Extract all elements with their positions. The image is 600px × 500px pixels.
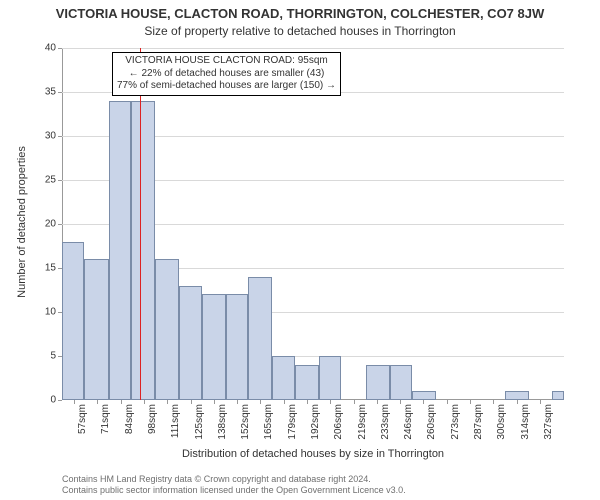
xtick-mark: [237, 400, 238, 404]
gridline: [62, 48, 564, 49]
xtick-label: 287sqm: [473, 404, 484, 444]
ytick-mark: [58, 400, 62, 401]
xtick-label: 327sqm: [543, 404, 554, 444]
histogram-bar: [131, 101, 155, 400]
annotation-line-3: 77% of semi-detached houses are larger (…: [117, 80, 336, 93]
y-axis-label: Number of detached properties: [16, 142, 28, 302]
xtick-mark: [144, 400, 145, 404]
histogram-bar: [62, 242, 84, 400]
ytick-label: 30: [32, 131, 56, 142]
xtick-mark: [74, 400, 75, 404]
xtick-label: 300sqm: [496, 404, 507, 444]
xtick-mark: [354, 400, 355, 404]
xtick-mark: [470, 400, 471, 404]
x-axis-label: Distribution of detached houses by size …: [62, 448, 564, 460]
xtick-label: 57sqm: [77, 404, 88, 444]
xtick-label: 233sqm: [380, 404, 391, 444]
xtick-mark: [97, 400, 98, 404]
ytick-mark: [58, 136, 62, 137]
xtick-label: 152sqm: [240, 404, 251, 444]
chart-title-sub: Size of property relative to detached ho…: [0, 24, 600, 38]
ytick-mark: [58, 224, 62, 225]
xtick-mark: [167, 400, 168, 404]
chart-title-main: VICTORIA HOUSE, CLACTON ROAD, THORRINGTO…: [0, 6, 600, 21]
xtick-label: 206sqm: [333, 404, 344, 444]
xtick-label: 165sqm: [263, 404, 274, 444]
ytick-mark: [58, 48, 62, 49]
xtick-label: 260sqm: [426, 404, 437, 444]
xtick-label: 246sqm: [403, 404, 414, 444]
xtick-mark: [260, 400, 261, 404]
histogram-bar: [552, 391, 564, 400]
footer-attributions: Contains HM Land Registry data © Crown c…: [62, 474, 406, 497]
xtick-label: 125sqm: [194, 404, 205, 444]
xtick-label: 98sqm: [147, 404, 158, 444]
xtick-mark: [517, 400, 518, 404]
histogram-bar: [505, 391, 529, 400]
histogram-bar: [84, 259, 108, 400]
histogram-bar: [295, 365, 319, 400]
xtick-label: 219sqm: [357, 404, 368, 444]
footer-line-1: Contains HM Land Registry data © Crown c…: [62, 474, 406, 485]
ytick-label: 25: [32, 175, 56, 186]
histogram-bar: [272, 356, 294, 400]
xtick-mark: [284, 400, 285, 404]
histogram-bar: [248, 277, 272, 400]
ytick-label: 0: [32, 395, 56, 406]
xtick-label: 71sqm: [100, 404, 111, 444]
xtick-mark: [121, 400, 122, 404]
xtick-mark: [400, 400, 401, 404]
plot-area: 0510152025303540 VICTORIA HOUSE CLACTON …: [62, 48, 564, 400]
annotation-line-1: VICTORIA HOUSE CLACTON ROAD: 95sqm: [117, 55, 336, 68]
ytick-label: 40: [32, 43, 56, 54]
xtick-label: 273sqm: [450, 404, 461, 444]
histogram-bar: [155, 259, 179, 400]
xtick-mark: [540, 400, 541, 404]
ytick-label: 15: [32, 263, 56, 274]
ytick-label: 35: [32, 87, 56, 98]
xtick-label: 111sqm: [170, 404, 181, 444]
property-marker-line: [140, 48, 141, 400]
xtick-label: 314sqm: [520, 404, 531, 444]
xtick-mark: [191, 400, 192, 404]
xtick-mark: [307, 400, 308, 404]
ytick-mark: [58, 92, 62, 93]
footer-line-2: Contains public sector information licen…: [62, 485, 406, 496]
histogram-bar: [179, 286, 201, 400]
xtick-label: 179sqm: [287, 404, 298, 444]
histogram-bar: [319, 356, 341, 400]
histogram-bar: [226, 294, 248, 400]
histogram-bar: [412, 391, 436, 400]
ytick-mark: [58, 180, 62, 181]
xtick-mark: [447, 400, 448, 404]
xtick-mark: [214, 400, 215, 404]
annotation-line-2: ← 22% of detached houses are smaller (43…: [117, 68, 336, 81]
ytick-label: 10: [32, 307, 56, 318]
xtick-mark: [330, 400, 331, 404]
histogram-bar: [366, 365, 390, 400]
xtick-label: 138sqm: [217, 404, 228, 444]
ytick-label: 20: [32, 219, 56, 230]
xtick-label: 192sqm: [310, 404, 321, 444]
xtick-mark: [493, 400, 494, 404]
xtick-mark: [423, 400, 424, 404]
ytick-label: 5: [32, 351, 56, 362]
histogram-bar: [390, 365, 412, 400]
figure-root: VICTORIA HOUSE, CLACTON ROAD, THORRINGTO…: [0, 0, 600, 500]
histogram-bar: [202, 294, 226, 400]
xtick-mark: [377, 400, 378, 404]
annotation-box: VICTORIA HOUSE CLACTON ROAD: 95sqm ← 22%…: [112, 52, 341, 96]
histogram-bar: [109, 101, 131, 400]
xtick-label: 84sqm: [124, 404, 135, 444]
